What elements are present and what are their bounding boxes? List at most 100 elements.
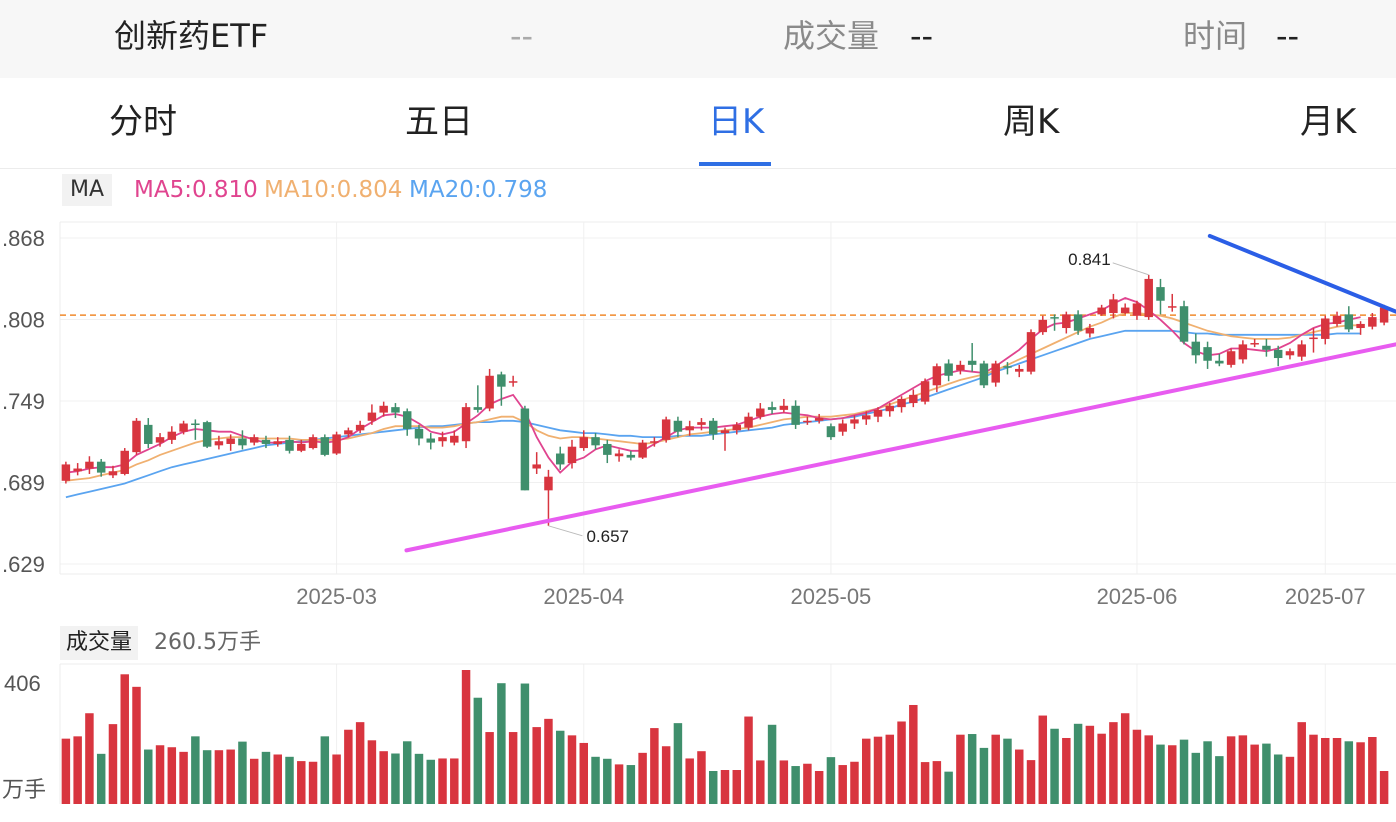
candle-body — [450, 435, 459, 443]
volume-bar — [791, 766, 800, 804]
y-tick-label: .689 — [2, 471, 45, 496]
volume-bar — [544, 718, 553, 804]
volume-bar — [1168, 745, 1177, 804]
candle-body — [1344, 314, 1354, 330]
candle — [1368, 313, 1377, 330]
candle — [873, 407, 883, 423]
candle-body — [814, 418, 824, 421]
volume-bar — [332, 754, 341, 804]
candle — [214, 435, 224, 450]
candle-body — [1156, 287, 1165, 301]
candle-body — [273, 441, 282, 444]
candle-body — [1285, 351, 1295, 356]
candle — [273, 437, 282, 447]
volume-bar — [297, 761, 306, 804]
candle — [1344, 306, 1354, 333]
volume-bar — [932, 761, 942, 804]
volume-bar — [532, 727, 541, 804]
candle — [1073, 310, 1083, 335]
candle-body — [850, 419, 859, 424]
volume-bar — [367, 740, 377, 804]
ma-indicator-button[interactable]: MA — [62, 174, 113, 206]
volume-bar — [579, 742, 588, 804]
tab-intraday[interactable]: 分时 — [109, 102, 177, 142]
x-tick-label: 2025-07 — [1285, 584, 1366, 609]
candle-body — [108, 471, 118, 476]
candle-body — [791, 405, 800, 425]
volume-bar — [485, 732, 494, 804]
tab-weekly-k[interactable]: 周K — [1003, 102, 1060, 142]
candle — [767, 401, 777, 414]
candle — [650, 437, 659, 447]
axes: .868 .808 .749 .689 .629 2025-03 2025-04 2025-0… — [2, 226, 1366, 609]
candle — [932, 363, 942, 393]
volume-bar — [814, 770, 824, 804]
candle-body — [96, 461, 106, 473]
candle — [1109, 293, 1118, 319]
volume-bar — [603, 758, 612, 804]
volume-bar — [285, 756, 294, 804]
candle — [1191, 333, 1201, 364]
volume-bar — [614, 764, 624, 804]
candle-body — [473, 407, 483, 410]
volume-bar — [862, 738, 871, 804]
candle — [1179, 300, 1189, 345]
volume-bar — [1273, 754, 1283, 804]
candle-body — [508, 381, 518, 383]
tab-five-day[interactable]: 五日 — [405, 102, 473, 142]
candle — [803, 416, 812, 425]
candle — [285, 435, 294, 454]
candle-body — [779, 405, 789, 410]
candle — [132, 418, 141, 455]
volume-bar — [461, 670, 471, 804]
candle — [520, 405, 530, 491]
candle — [1356, 321, 1365, 335]
candle — [179, 420, 188, 435]
candle — [614, 449, 624, 462]
candle-body — [355, 424, 365, 431]
volume-bar — [685, 758, 694, 804]
volume-bar — [144, 749, 153, 804]
candle — [1097, 304, 1106, 316]
candle-body — [1356, 323, 1365, 329]
candle-body — [909, 394, 918, 404]
candle-body — [767, 407, 777, 410]
volume-bar — [520, 683, 530, 804]
candle-body — [826, 426, 836, 438]
ma5-label: MA5:0.810 — [134, 177, 258, 203]
candle — [167, 426, 177, 444]
volume-bar — [344, 729, 353, 804]
volume-bar — [402, 741, 412, 804]
tab-monthly-k[interactable]: 月K — [1300, 102, 1357, 142]
candle — [426, 433, 435, 450]
volume-bar — [967, 734, 977, 804]
candle-body — [391, 407, 400, 413]
candle — [1038, 315, 1048, 335]
candle-body — [673, 420, 683, 432]
volume-bar — [391, 753, 400, 804]
candle-body — [1238, 344, 1248, 360]
volume-bar — [732, 770, 742, 804]
candle-body — [238, 438, 247, 446]
volume-bar — [826, 757, 836, 804]
candle-body — [885, 405, 895, 412]
volume-bar — [756, 760, 765, 804]
volume-bar — [1368, 737, 1377, 804]
candle-body — [1262, 345, 1271, 350]
ma10-line — [65, 312, 1361, 482]
volume-panel-label[interactable]: 成交量 — [60, 626, 139, 660]
candle-body — [614, 453, 624, 457]
candle — [238, 430, 247, 450]
volume-bar — [249, 758, 259, 804]
candle — [779, 398, 789, 413]
volume-bar — [85, 713, 94, 804]
candle-body — [1215, 360, 1224, 364]
candle — [897, 396, 906, 413]
volume-bar — [426, 759, 435, 804]
tab-daily-k[interactable]: 日K — [708, 102, 765, 142]
volume-bar — [202, 750, 212, 804]
price-value: -- — [510, 17, 534, 55]
volume-bar — [1073, 723, 1083, 804]
volume-bar — [238, 741, 247, 804]
